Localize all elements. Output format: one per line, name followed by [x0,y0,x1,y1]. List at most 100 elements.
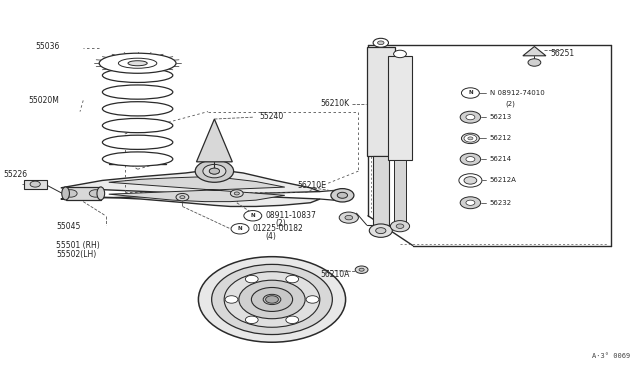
Polygon shape [109,177,285,202]
Circle shape [230,190,243,197]
Text: 56232: 56232 [490,200,512,206]
Text: (2): (2) [506,100,515,107]
Text: 55226: 55226 [3,170,28,179]
Circle shape [378,41,384,45]
Circle shape [460,197,481,209]
Circle shape [337,192,348,198]
Bar [388,56,412,160]
Circle shape [394,50,406,58]
Circle shape [528,59,541,66]
Circle shape [373,38,388,47]
Circle shape [464,177,477,184]
Circle shape [198,257,346,342]
Circle shape [376,228,386,234]
Text: 08911-10837: 08911-10837 [266,211,316,220]
Text: 56212A: 56212A [490,177,516,183]
Text: 56214: 56214 [490,156,512,162]
Circle shape [209,168,220,174]
Ellipse shape [62,187,70,200]
Polygon shape [523,46,546,56]
Circle shape [461,88,479,98]
Circle shape [89,190,102,197]
Circle shape [239,280,305,319]
Circle shape [209,168,220,174]
Circle shape [231,224,249,234]
Circle shape [369,224,392,237]
Circle shape [339,212,358,223]
Bar [66,187,101,200]
Circle shape [286,316,299,324]
Text: 01225-00182: 01225-00182 [253,224,303,233]
Text: N: N [468,90,473,96]
Text: 56212: 56212 [490,135,512,141]
Circle shape [359,268,364,271]
Circle shape [224,272,320,327]
Circle shape [390,221,410,232]
Circle shape [306,296,319,303]
Circle shape [252,288,292,311]
Circle shape [355,266,368,273]
Circle shape [225,296,238,303]
Text: 55045: 55045 [56,222,81,231]
Ellipse shape [102,152,173,166]
Circle shape [331,189,354,202]
Text: A·3° 0069: A·3° 0069 [592,353,630,359]
Circle shape [459,174,482,187]
Circle shape [286,275,299,283]
Text: N 08912-74010: N 08912-74010 [490,90,545,96]
Circle shape [266,296,278,303]
Ellipse shape [102,85,173,99]
Text: N: N [250,213,255,218]
Text: 55501 (RH): 55501 (RH) [56,241,100,250]
Circle shape [345,215,353,220]
Bar [394,160,406,223]
Circle shape [460,111,481,123]
Ellipse shape [128,61,147,66]
Ellipse shape [102,102,173,116]
Circle shape [263,294,281,305]
Text: (4): (4) [266,232,276,241]
Ellipse shape [102,68,173,83]
Text: 56210K: 56210K [320,99,349,108]
Circle shape [466,157,475,162]
Text: 55020M: 55020M [29,96,60,105]
Circle shape [203,164,226,178]
Circle shape [245,275,258,283]
Text: 56251: 56251 [550,49,575,58]
Text: 56213: 56213 [490,114,512,120]
Bar [373,156,388,225]
Text: 55036: 55036 [35,42,60,51]
Circle shape [396,224,404,228]
Circle shape [468,137,473,140]
Circle shape [180,196,185,199]
Ellipse shape [97,187,105,200]
Text: 56210A: 56210A [320,270,349,279]
Circle shape [203,164,226,178]
Circle shape [460,153,481,165]
Circle shape [244,211,262,221]
Circle shape [30,181,40,187]
Polygon shape [61,169,320,206]
Ellipse shape [99,53,176,73]
Circle shape [234,192,239,195]
Text: 55240: 55240 [259,112,284,121]
Circle shape [464,135,477,142]
Polygon shape [196,119,232,162]
Circle shape [212,264,332,334]
Circle shape [466,115,475,120]
Circle shape [461,133,479,144]
Circle shape [65,190,77,197]
Circle shape [245,316,258,324]
Text: 56210E: 56210E [298,182,326,190]
Ellipse shape [102,135,173,150]
Circle shape [466,200,475,205]
Ellipse shape [118,58,157,68]
Circle shape [176,193,189,201]
Text: 55502(LH): 55502(LH) [56,250,97,259]
Circle shape [195,160,234,182]
Text: (2): (2) [275,219,286,228]
Text: N: N [237,226,243,231]
Ellipse shape [102,118,173,133]
Bar [367,46,395,156]
Bar [24,180,47,189]
